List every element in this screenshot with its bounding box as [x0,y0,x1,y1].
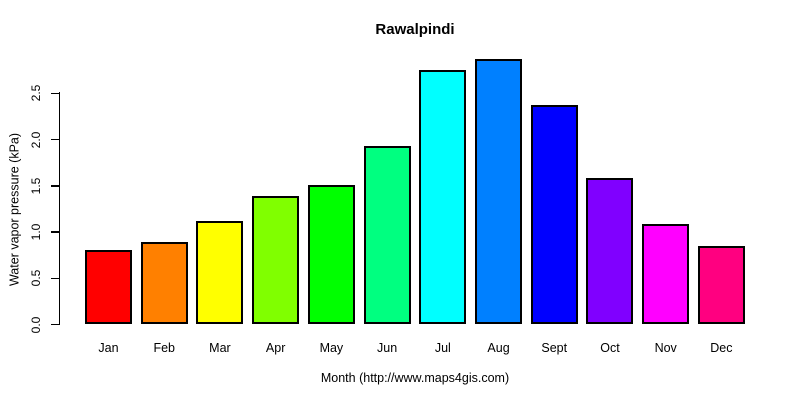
y-axis-tick-label: 0.5 [29,269,43,287]
x-axis-label-jun: Jun [377,341,398,355]
x-axis-label-nov: Nov [654,341,677,355]
bar-sept [530,105,578,324]
bar-dec [697,246,745,324]
y-axis-tick [51,92,59,94]
chart-title: Rawalpindi [375,21,455,38]
bar-jun [363,146,411,324]
bar-mar [196,221,244,324]
x-axis-label-may: May [319,341,344,355]
y-axis-tick [51,185,59,187]
bar-apr [252,196,300,324]
bar-nov [642,224,690,324]
y-axis-tick [51,277,59,279]
x-axis-label-oct: Oct [600,341,620,355]
y-axis-tick-label: 2.0 [29,131,43,148]
x-axis-label-jul: Jul [434,341,451,355]
bar-jan [85,250,132,324]
x-axis-label-sept: Sept [541,341,568,355]
x-axis-label-apr: Apr [265,341,286,355]
x-axis-label-feb: Feb [153,341,175,355]
bar-jul [419,70,467,324]
y-axis-title: Water vapor pressure (kPa) [7,132,22,287]
y-axis-tick [51,231,59,233]
bar-feb [140,242,188,324]
x-axis-label-mar: Mar [209,341,231,355]
bar-aug [475,59,523,324]
y-axis-line [58,92,60,325]
x-axis-label-jan: Jan [98,341,119,355]
x-axis-title: Month (http://www.maps4gis.com) [320,371,510,385]
x-axis-label-dec: Dec [710,341,733,355]
bar-may [307,185,355,324]
y-axis-tick-label: 1.0 [29,223,43,241]
y-axis-tick [51,138,59,141]
x-axis-label-aug: Aug [487,341,510,355]
y-axis-tick-label: 1.5 [29,177,43,195]
y-axis-tick-label: 2.5 [29,84,43,102]
y-axis-tick [51,323,59,326]
bar-oct [586,178,634,324]
y-axis-tick-label: 0.0 [29,316,43,333]
